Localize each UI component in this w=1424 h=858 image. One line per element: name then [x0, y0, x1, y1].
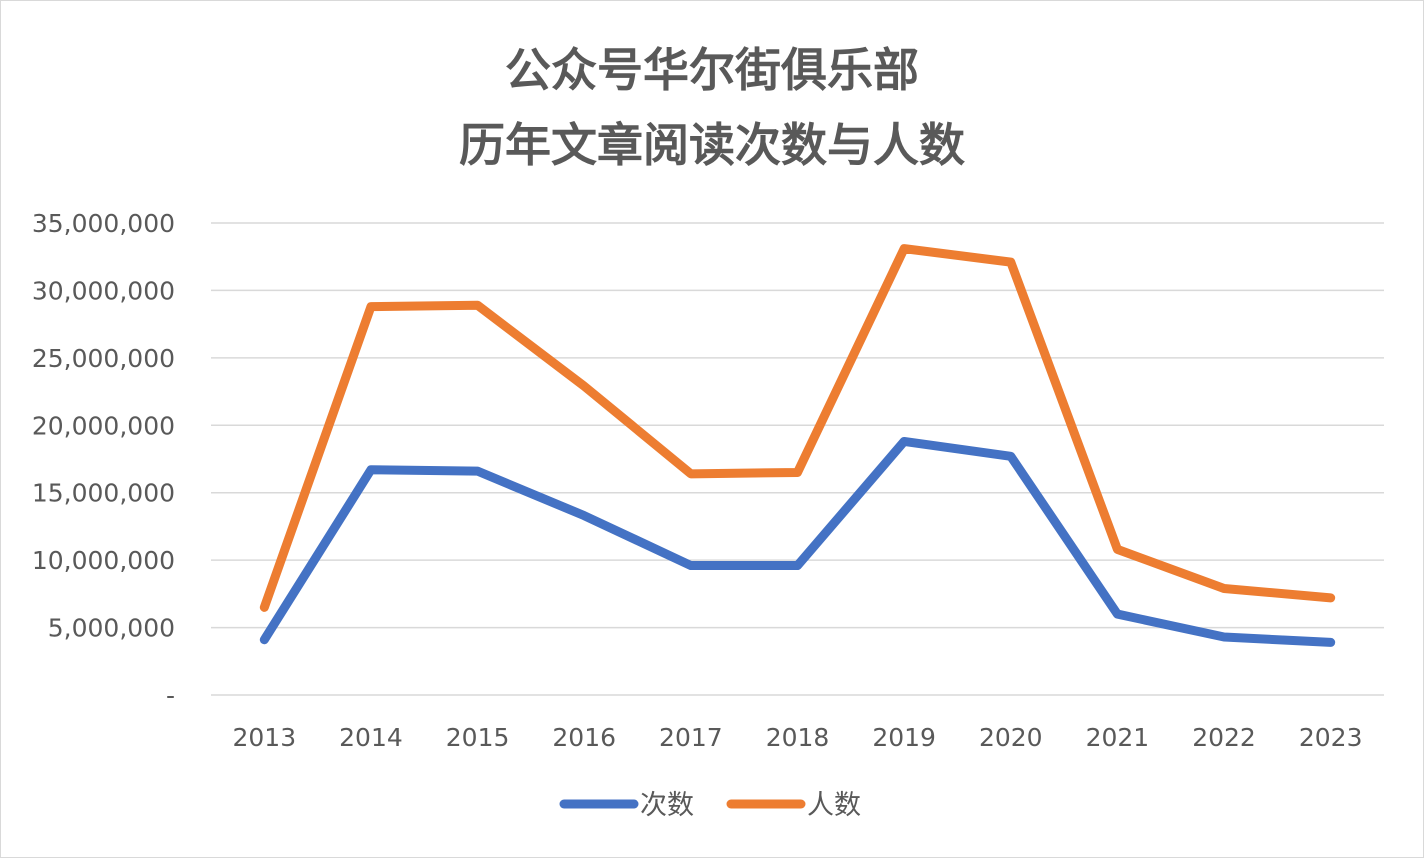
- x-tick-label: 2016: [552, 723, 616, 752]
- gridlines: [211, 222, 1384, 696]
- x-tick-label: 2018: [766, 723, 830, 752]
- x-tick-label: 2022: [1192, 723, 1256, 752]
- x-tick-label: 2015: [446, 723, 510, 752]
- chart-title-line-2: 历年文章阅读次数与人数: [459, 118, 965, 172]
- data-point: [903, 440, 905, 442]
- x-tick-label: 2023: [1299, 723, 1363, 752]
- data-point: [263, 606, 265, 608]
- data-point: [370, 306, 372, 308]
- data-point: [263, 639, 265, 641]
- x-tick-label: 2017: [659, 723, 723, 752]
- data-point: [690, 473, 692, 475]
- data-point: [1010, 261, 1012, 263]
- data-point: [583, 515, 585, 517]
- x-tick-label: 2014: [339, 723, 403, 752]
- series-line-1: [259, 244, 1336, 612]
- legend-label: 人数: [807, 790, 861, 821]
- data-point: [370, 469, 372, 471]
- data-point: [1116, 613, 1118, 615]
- data-point: [1223, 636, 1225, 638]
- series-lines: [259, 244, 1336, 647]
- y-tick-label: 15,000,000: [32, 479, 175, 508]
- y-tick-label: 25,000,000: [32, 344, 175, 373]
- x-tick-label: 2013: [233, 723, 297, 752]
- data-point: [477, 470, 479, 472]
- y-tick-label: -: [166, 681, 175, 710]
- data-point: [797, 471, 798, 473]
- data-point: [583, 385, 585, 387]
- data-point: [1330, 641, 1332, 643]
- y-tick-label: 10,000,000: [32, 546, 175, 575]
- y-tick-label: 20,000,000: [32, 411, 175, 440]
- y-tick-label: 5,000,000: [48, 614, 175, 643]
- x-tick-label: 2021: [1086, 723, 1150, 752]
- y-tick-label: 35,000,000: [32, 209, 175, 238]
- x-tick-label: 2020: [979, 723, 1043, 752]
- chart-title-line-1: 公众号华尔街俱乐部: [505, 43, 919, 97]
- x-tick-label: 2019: [872, 723, 936, 752]
- data-point: [797, 565, 798, 567]
- legend-label: 次数: [640, 790, 694, 821]
- data-point: [1330, 597, 1332, 599]
- data-point: [1223, 587, 1225, 589]
- data-point: [690, 565, 692, 567]
- legend: 次数 人数: [559, 790, 861, 821]
- data-point: [903, 248, 905, 250]
- y-axis-tick-labels: - 5,000,000 10,000,000 15,000,000 20,000,000…: [32, 209, 175, 710]
- data-point: [1116, 548, 1118, 550]
- data-point: [477, 304, 479, 306]
- x-axis-tick-labels: 2013 2014 2015 2016 2017 2018 2019 2020 2021 2022…: [233, 723, 1363, 752]
- data-point: [1010, 455, 1012, 457]
- y-tick-label: 30,000,000: [32, 276, 175, 305]
